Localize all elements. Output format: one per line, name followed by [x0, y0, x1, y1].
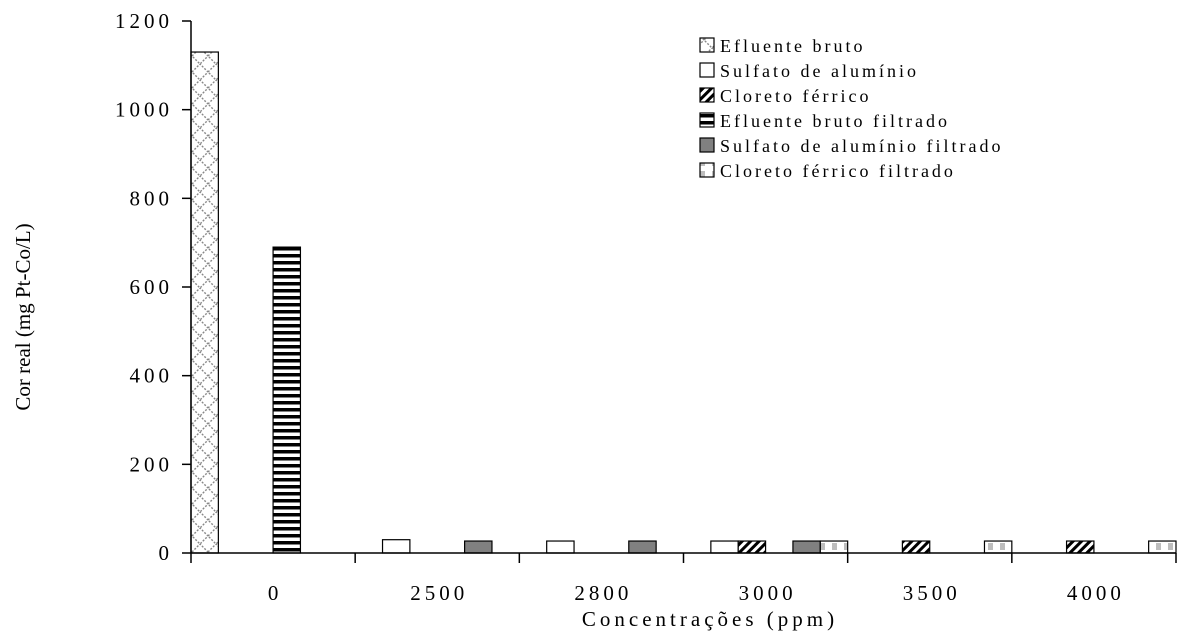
legend-label: Sulfato de alumínio: [720, 61, 919, 81]
bar-sulfato-de-alum-nio-filtrado-2800: [628, 540, 657, 554]
bar-cloreto-f-rrico-filtrado-3500: [983, 540, 1013, 554]
legend-swatch: [699, 112, 715, 128]
bar-sulfato-de-alum-nio-2800: [546, 540, 575, 554]
bar-efluente-bruto-0: [190, 51, 219, 554]
bar-cloreto-f-rrico-3000: [737, 540, 767, 554]
y-tick-label: 800: [130, 186, 174, 210]
bar-efluente-bruto-filtrado-0: [272, 246, 302, 554]
bar-cloreto-f-rrico-4000: [1065, 540, 1095, 554]
y-tick-label: 600: [130, 275, 174, 299]
x-tick-label: 3000: [739, 581, 797, 605]
x-tick-label: 2500: [410, 581, 468, 605]
bar-cloreto-f-rrico-3500: [901, 540, 931, 554]
x-tick-label: 4000: [1067, 581, 1125, 605]
bar-cloreto-f-rrico-filtrado-4000: [1148, 540, 1177, 554]
legend-label: Cloreto férrico: [720, 86, 871, 106]
x-tick-label: 3500: [903, 581, 961, 605]
legend-label: Sulfato de alumínio filtrado: [720, 136, 1003, 156]
x-axis-title: Concentrações (ppm): [582, 607, 838, 631]
legend-swatch: [699, 37, 715, 53]
y-tick-label: 400: [130, 364, 174, 388]
legend-swatch: [699, 137, 715, 153]
y-tick-label: 1000: [115, 98, 173, 122]
y-tick-label: 200: [130, 452, 174, 476]
y-tick-label: 1200: [115, 9, 173, 33]
x-tick-label: 0: [268, 581, 283, 605]
legend-label: Efluente bruto: [720, 36, 865, 56]
bars-group: [190, 51, 1177, 554]
legend-label: Efluente bruto filtrado: [720, 111, 950, 131]
x-tick-label: 2800: [574, 581, 632, 605]
legend-swatch: [699, 162, 715, 178]
bar-sulfato-de-alum-nio-filtrado-3000: [792, 540, 821, 554]
legend-swatch: [699, 87, 715, 103]
bar-sulfato-de-alum-nio-3000: [710, 540, 739, 554]
y-axis-title: Cor real (mg Pt-Co/L): [11, 223, 35, 410]
y-tick-label: 0: [159, 541, 174, 565]
legend-swatch: [699, 62, 715, 78]
bar-sulfato-de-alum-nio-2500: [381, 539, 411, 554]
bar-sulfato-de-alum-nio-filtrado-2500: [464, 540, 493, 554]
legend: Efluente bruto Sulfato de alumínio Cloreto…: [699, 36, 1003, 181]
bar-cloreto-f-rrico-filtrado-3000: [819, 540, 849, 554]
legend-label: Cloreto férrico filtrado: [720, 161, 956, 181]
